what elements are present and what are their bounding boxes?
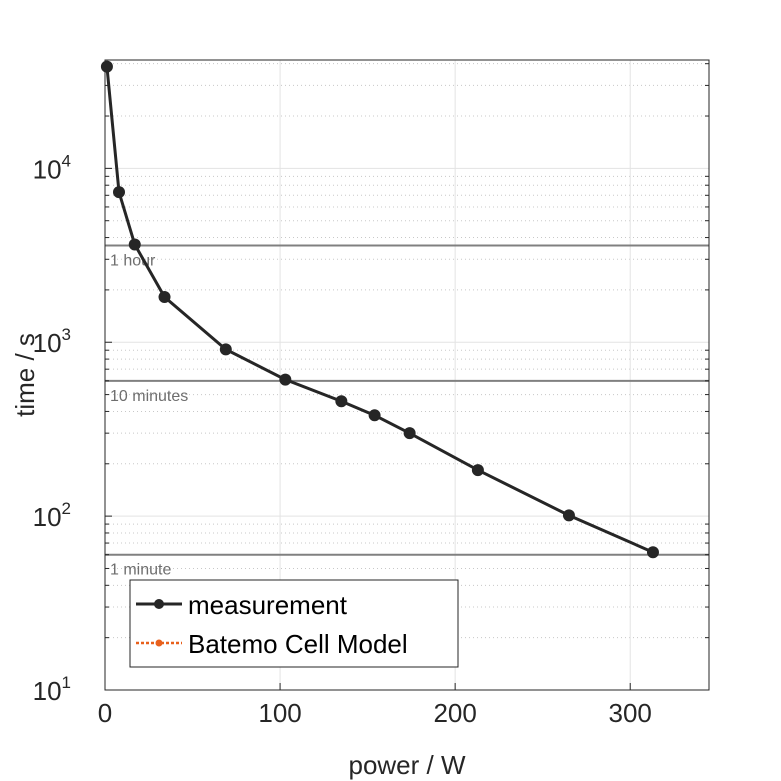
data-point — [403, 427, 416, 440]
legend-box — [129, 579, 459, 668]
y-axis-label: time / s — [10, 333, 40, 417]
data-point — [646, 546, 659, 559]
series — [100, 60, 659, 559]
reference-lines: 1 hour 10 minutes 1 minute — [105, 244, 709, 579]
data-point — [471, 464, 484, 477]
legend-label-batemo: Batemo Cell Model — [188, 629, 408, 659]
reference-line-label: 10 minutes — [110, 388, 188, 405]
x-tick-label: 200 — [433, 698, 476, 728]
data-point — [219, 343, 232, 356]
x-tick-label: 300 — [609, 698, 652, 728]
reference-line-label: 1 minute — [110, 562, 171, 579]
data-point — [562, 509, 575, 522]
ticks: 101 102 103 104 0 100 200 300 — [33, 63, 709, 728]
data-point — [113, 186, 126, 199]
axes-box — [104, 59, 710, 691]
y-tick-label: 101 — [33, 673, 71, 706]
y-tick-label: 102 — [33, 499, 71, 532]
data-point — [158, 291, 171, 304]
legend: measurement Batemo Cell Model — [129, 579, 459, 668]
x-axis-label: power / W — [348, 750, 465, 780]
y-tick-label: 103 — [33, 325, 71, 358]
data-point — [335, 395, 348, 408]
y-tick-label: 104 — [33, 151, 71, 184]
data-point — [368, 409, 381, 422]
data-point — [128, 238, 141, 251]
legend-marker-batemo — [155, 639, 163, 647]
x-tick-label: 100 — [258, 698, 301, 728]
legend-label-measurement: measurement — [188, 590, 348, 620]
x-tick-label: 0 — [98, 698, 112, 728]
reference-line-label: 1 hour — [110, 253, 156, 270]
legend-marker-measurement — [154, 599, 164, 609]
data-point — [100, 60, 113, 73]
series-line — [105, 66, 654, 554]
data-point — [279, 373, 292, 386]
